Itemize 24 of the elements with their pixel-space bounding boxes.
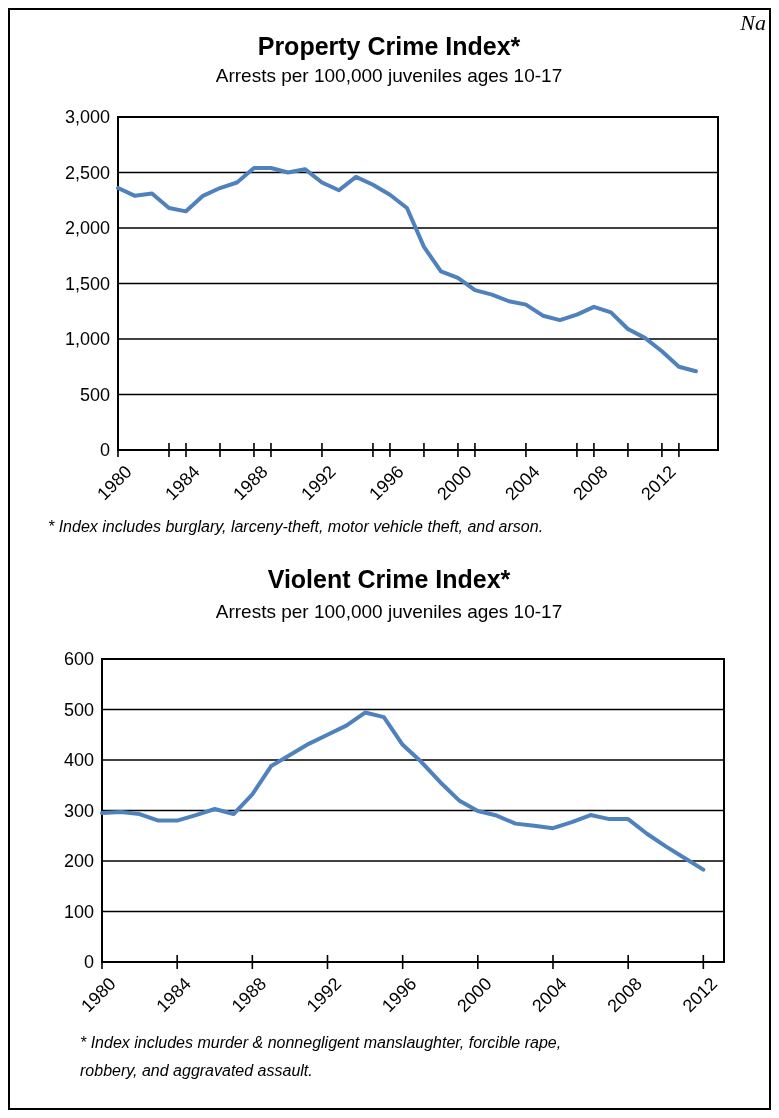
- y-tick-label: 1,500: [64, 273, 110, 294]
- y-tick-label: 100: [63, 901, 94, 922]
- y-tick-label: 500: [63, 699, 94, 720]
- chart-subtitle: Arrests per 100,000 juveniles ages 10-17: [215, 65, 563, 86]
- chart-title: Violent Crime Index*: [267, 565, 511, 593]
- text: robbery, and aggravated assault.: [80, 1062, 313, 1079]
- y-tick-label: 1,000: [64, 329, 110, 350]
- text: Na: [739, 10, 766, 35]
- y-tick-label: 400: [63, 750, 94, 771]
- line-series: [100, 710, 706, 872]
- text: * Index includes burglary, larceny-theft, motor vehicle theft, and arson.: [48, 518, 544, 535]
- y-tick-label: 500: [79, 384, 110, 405]
- y-tick-label: 600: [63, 649, 94, 670]
- y-tick-label: 0: [99, 440, 110, 461]
- y-tick-label: 0: [83, 952, 94, 973]
- y-tick-label: 200: [63, 851, 94, 872]
- y-tick-label: 300: [63, 800, 94, 821]
- chart-title: Property Crime Index*: [257, 32, 521, 60]
- text: * Index includes murder & nonnegligent manslaughter, forcible rape,: [80, 1034, 562, 1051]
- y-tick-label: 2,000: [64, 218, 110, 239]
- y-tick-label: 3,000: [64, 107, 110, 128]
- y-tick-label: 2,500: [64, 162, 110, 183]
- chart-subtitle: Arrests per 100,000 juveniles ages 10-17: [215, 601, 563, 622]
- line-series: [116, 166, 698, 374]
